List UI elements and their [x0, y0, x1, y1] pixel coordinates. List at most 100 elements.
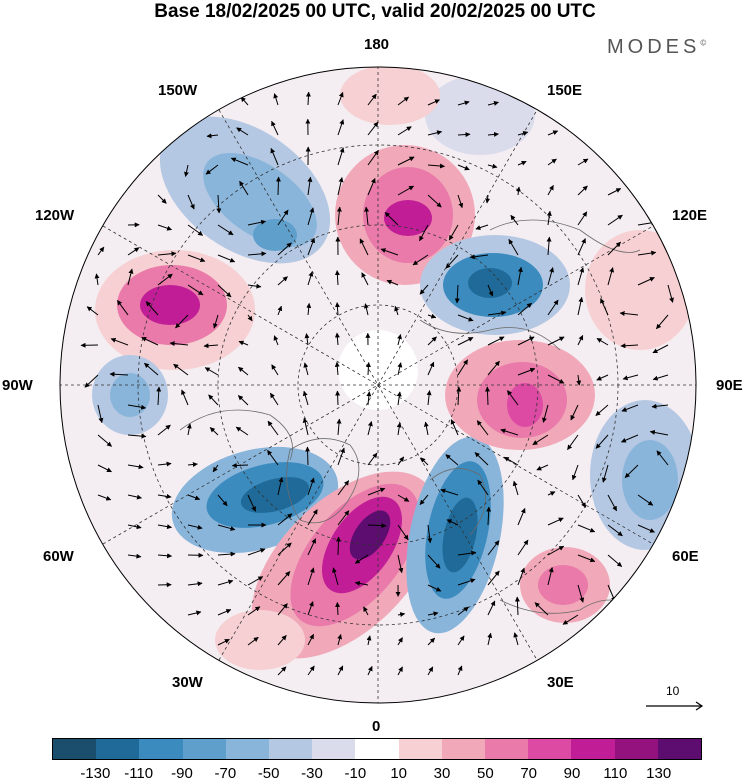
wind-arrow	[601, 464, 609, 483]
lon-label-60e: 60E	[672, 548, 699, 565]
wind-arrow	[127, 433, 147, 439]
wind-arrow	[397, 666, 403, 676]
wind-arrow	[271, 364, 279, 376]
lon-label-30e: 30E	[547, 674, 574, 691]
wind-arrow	[487, 600, 496, 616]
wind-arrow	[475, 224, 489, 230]
wind-arrow	[187, 254, 206, 263]
east-siberia-positive	[585, 230, 695, 350]
wind-arrow	[547, 491, 556, 496]
wind-arrow	[469, 254, 489, 260]
wind-arrow	[419, 284, 429, 295]
wind-arrow	[337, 510, 350, 526]
colorbar-tick-label: -10	[344, 765, 367, 782]
wind-arrow	[217, 224, 234, 236]
wind-arrow	[394, 305, 399, 316]
colorbar-tick-label: 90	[563, 765, 581, 782]
reference-vector: 10	[644, 684, 704, 714]
hudson-negative	[92, 355, 168, 435]
wind-arrow	[307, 601, 314, 616]
wind-arrow	[517, 302, 532, 316]
wind-arrow	[474, 452, 489, 466]
wind-arrow	[484, 386, 490, 406]
wind-arrow	[386, 279, 399, 286]
wind-arrow	[419, 224, 429, 242]
wind-arrow	[86, 306, 99, 316]
colorbar-swatch	[441, 739, 486, 759]
wind-arrow	[367, 93, 377, 106]
wind-arrow	[144, 362, 159, 376]
wind-arrow	[366, 391, 372, 406]
wind-arrow	[141, 336, 159, 346]
wind-arrow	[277, 666, 287, 676]
wind-arrow	[127, 494, 142, 500]
wind-arrow	[517, 539, 529, 556]
wind-arrow	[656, 314, 669, 330]
wind-arrow	[427, 99, 440, 106]
wind-arrow	[577, 584, 585, 603]
wind-arrow	[445, 254, 459, 269]
wind-arrow	[367, 177, 376, 196]
lon-label-120w: 120W	[35, 207, 75, 224]
wind-arrow	[307, 477, 315, 496]
wind-arrow	[97, 494, 112, 501]
wind-arrow	[446, 519, 459, 526]
wind-arrow	[334, 270, 340, 286]
wind-arrow	[487, 284, 494, 297]
wind-arrow	[217, 551, 236, 557]
colorbar-swatch	[182, 739, 226, 759]
wind-arrow	[304, 333, 310, 346]
wind-arrow	[337, 91, 344, 106]
bering-weak-negative	[425, 75, 535, 155]
wind-arrow	[637, 494, 654, 506]
wind-arrow	[157, 273, 173, 286]
colorbar-tick-label: -130	[80, 765, 111, 782]
wind-arrow	[302, 417, 309, 436]
wind-arrow	[277, 603, 288, 616]
wind-arrow	[127, 268, 134, 286]
wind-arrow	[457, 194, 464, 209]
wind-arrow	[127, 404, 147, 410]
siberia-negative	[420, 235, 570, 335]
wind-arrow	[457, 314, 474, 322]
wind-arrow	[230, 157, 249, 166]
wind-arrow	[532, 434, 549, 446]
colorbar-swatch	[355, 739, 399, 759]
wind-arrow	[515, 186, 521, 196]
wind-arrow	[334, 332, 340, 346]
wind-arrow	[267, 420, 279, 436]
lon-label-90w: 90W	[2, 377, 33, 394]
wind-arrow	[620, 434, 639, 443]
wind-arrow	[577, 238, 586, 256]
wind-arrow	[247, 576, 264, 586]
wind-arrow	[649, 429, 669, 436]
wind-arrow	[456, 386, 462, 406]
wind-arrow	[457, 665, 463, 676]
wind-arrow	[577, 334, 584, 346]
wind-arrow	[97, 246, 105, 256]
wind-arrow	[517, 131, 529, 136]
wind-arrow	[547, 299, 559, 316]
wind-arrow	[457, 337, 474, 346]
wind-arrow	[109, 371, 129, 377]
wind-arrow	[354, 554, 369, 564]
colorbar-tick-label: 130	[646, 765, 672, 782]
wind-arrow	[397, 612, 406, 618]
wind-arrow	[607, 241, 621, 256]
wind-arrow	[367, 487, 386, 496]
atlantic-weak-positive	[215, 610, 305, 670]
wind-arrow	[577, 494, 587, 508]
wind-arrow	[477, 479, 489, 496]
wind-arrow	[366, 635, 372, 646]
wind-arrow	[277, 635, 287, 646]
wind-arrow	[440, 488, 459, 496]
wind-arrow	[620, 343, 639, 349]
wind-arrow	[175, 314, 189, 329]
wind-arrow	[237, 395, 249, 406]
wind-arrow	[277, 242, 292, 256]
wind-arrow	[454, 284, 460, 304]
wind-arrow	[335, 602, 341, 616]
wind-arrow	[277, 571, 291, 586]
wind-arrow	[427, 194, 442, 208]
wind-arrow	[247, 548, 266, 556]
